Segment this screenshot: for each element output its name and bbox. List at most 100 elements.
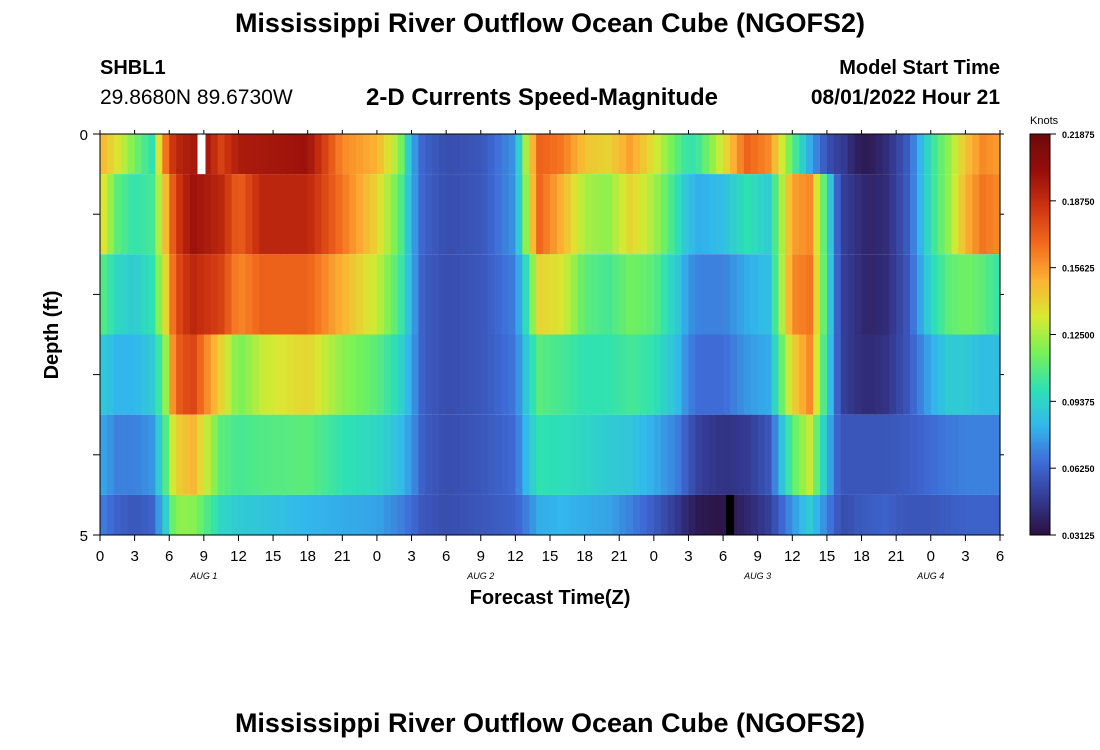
heatmap-cell bbox=[937, 134, 946, 175]
heatmap-cell bbox=[612, 254, 620, 335]
heatmap-cell bbox=[100, 414, 108, 495]
heatmap-cell bbox=[764, 414, 773, 495]
heatmap-cell bbox=[418, 254, 426, 335]
heatmap-cell bbox=[155, 174, 163, 255]
heatmap-cell bbox=[612, 174, 620, 255]
heatmap-cell bbox=[826, 494, 835, 535]
heatmap-cell bbox=[328, 414, 336, 495]
heatmap-cell bbox=[473, 254, 482, 335]
x-tick-label: 3 bbox=[130, 548, 138, 565]
heatmap-cell bbox=[328, 334, 336, 415]
heatmap-cell bbox=[695, 414, 703, 495]
heatmap-cell bbox=[176, 334, 184, 415]
heatmap-cell bbox=[550, 494, 558, 535]
heatmap-cell bbox=[619, 134, 627, 175]
heatmap-cell bbox=[404, 254, 413, 335]
heatmap-cell bbox=[529, 254, 537, 335]
heatmap-cell bbox=[134, 334, 143, 415]
heatmap-cell bbox=[286, 334, 295, 415]
heatmap-cell bbox=[515, 494, 523, 535]
heatmap-cell bbox=[196, 494, 205, 535]
heatmap-cell bbox=[252, 494, 260, 535]
heatmap-cell bbox=[716, 254, 724, 335]
heatmap-cell bbox=[563, 334, 572, 415]
heatmap-cell bbox=[245, 254, 253, 335]
heatmap-cell bbox=[570, 134, 579, 175]
heatmap-cell bbox=[203, 174, 212, 255]
heatmap-cell bbox=[799, 174, 807, 255]
heatmap-cell bbox=[134, 254, 143, 335]
heatmap-cell bbox=[293, 334, 302, 415]
heatmap-cell bbox=[176, 134, 184, 175]
colorbar-tick-label: 0.06250 bbox=[1062, 464, 1095, 474]
heatmap-cell bbox=[252, 334, 260, 415]
heatmap-cell bbox=[543, 334, 551, 415]
heatmap-cell bbox=[820, 254, 828, 335]
heatmap-cell bbox=[640, 494, 648, 535]
heatmap-cell bbox=[314, 494, 323, 535]
heatmap-cell bbox=[709, 414, 717, 495]
heatmap-cell bbox=[113, 494, 122, 535]
heatmap-cell bbox=[916, 494, 925, 535]
heatmap-cell bbox=[764, 334, 773, 415]
heatmap-cell bbox=[923, 334, 932, 415]
heatmap-cell bbox=[799, 254, 807, 335]
heatmap-cell bbox=[965, 174, 973, 255]
heatmap-cell bbox=[570, 254, 579, 335]
heatmap-cell bbox=[993, 174, 1001, 255]
heatmap-cell bbox=[425, 254, 433, 335]
heatmap-cell bbox=[397, 134, 406, 175]
x-tick-label: 0 bbox=[96, 548, 104, 565]
heatmap-cell bbox=[903, 494, 911, 535]
heatmap-cell bbox=[529, 134, 537, 175]
heatmap-cell bbox=[473, 494, 482, 535]
heatmap-cell bbox=[792, 334, 800, 415]
heatmap-cell bbox=[577, 494, 586, 535]
heatmap-cell bbox=[605, 174, 613, 255]
heatmap-cell bbox=[736, 174, 745, 255]
heatmap-cell bbox=[854, 334, 863, 415]
heatmap-cell bbox=[453, 254, 461, 335]
heatmap-cell bbox=[273, 174, 281, 255]
heatmap-cell bbox=[605, 414, 613, 495]
heatmap-cell bbox=[307, 334, 316, 415]
heatmap-cell bbox=[764, 494, 773, 535]
heatmap-cell bbox=[584, 414, 593, 495]
heatmap-cell bbox=[501, 334, 510, 415]
heatmap-cell bbox=[259, 134, 267, 175]
heatmap-cell bbox=[695, 134, 703, 175]
heatmap-cell bbox=[833, 174, 842, 255]
heatmap-cell bbox=[764, 254, 773, 335]
heatmap-cell bbox=[640, 174, 648, 255]
heatmap-cell bbox=[120, 334, 129, 415]
heatmap-cell bbox=[473, 334, 482, 415]
heatmap-cell bbox=[653, 134, 662, 175]
heatmap-cell bbox=[404, 174, 413, 255]
heatmap-cell bbox=[903, 134, 911, 175]
heatmap-cell bbox=[653, 334, 662, 415]
heatmap-cell bbox=[923, 134, 932, 175]
heatmap-cell bbox=[633, 254, 641, 335]
heatmap-cell bbox=[328, 494, 336, 535]
heatmap-cell bbox=[979, 254, 987, 335]
heatmap-cell bbox=[522, 174, 530, 255]
heatmap-cell bbox=[210, 334, 219, 415]
heatmap-cell bbox=[882, 334, 890, 415]
heatmap-cell bbox=[439, 134, 447, 175]
heatmap-cell bbox=[937, 494, 946, 535]
heatmap-cell bbox=[453, 414, 461, 495]
heatmap-cell bbox=[217, 414, 226, 495]
heatmap-cell bbox=[868, 334, 876, 415]
heatmap-cell bbox=[771, 334, 780, 415]
heatmap-cell bbox=[529, 414, 537, 495]
heatmap-cell bbox=[556, 134, 565, 175]
heatmap-cell bbox=[480, 174, 489, 255]
heatmap-cell bbox=[716, 414, 724, 495]
heatmap-cell bbox=[238, 334, 246, 415]
heatmap-cell bbox=[425, 334, 433, 415]
heatmap-cell bbox=[826, 414, 835, 495]
heatmap-cell bbox=[986, 334, 994, 415]
heatmap-cell bbox=[356, 174, 364, 255]
heatmap-cell bbox=[577, 254, 586, 335]
heatmap-cell bbox=[951, 134, 960, 175]
